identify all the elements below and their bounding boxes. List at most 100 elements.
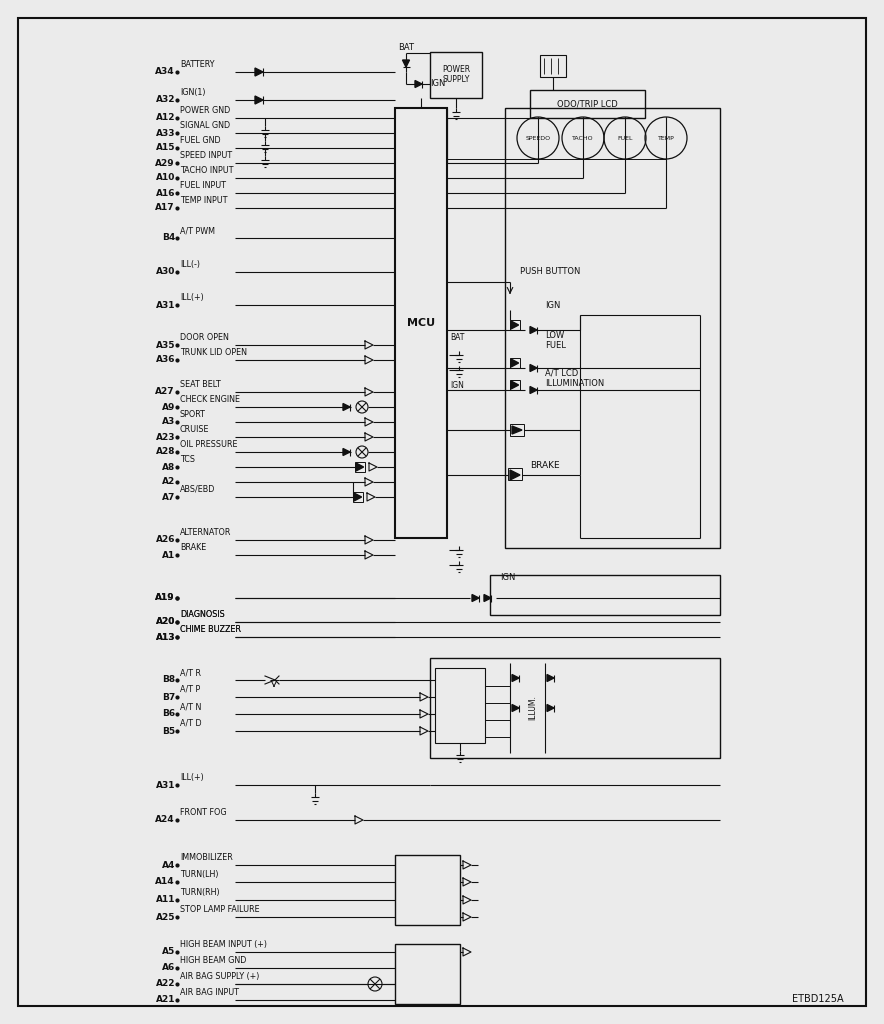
Text: IGN: IGN	[545, 300, 560, 309]
Polygon shape	[484, 595, 491, 601]
Text: TRUNK LID OPEN: TRUNK LID OPEN	[180, 348, 247, 357]
Text: MCU: MCU	[407, 318, 435, 328]
Text: B8: B8	[162, 676, 175, 684]
Text: TACHO INPUT: TACHO INPUT	[180, 166, 233, 175]
Text: A32: A32	[156, 95, 175, 104]
Text: A30: A30	[156, 267, 175, 276]
Polygon shape	[343, 449, 350, 456]
Text: ILL(-): ILL(-)	[180, 260, 200, 269]
Text: ETBD125A: ETBD125A	[792, 994, 844, 1004]
Text: DIAGNOSIS: DIAGNOSIS	[180, 610, 225, 618]
Text: A/T D: A/T D	[180, 719, 202, 728]
Polygon shape	[510, 470, 520, 480]
Text: A13: A13	[156, 633, 175, 641]
Polygon shape	[530, 386, 537, 393]
Bar	[395, 855, 460, 925]
Text: BAT: BAT	[450, 334, 464, 342]
Text: BRAKE: BRAKE	[530, 461, 560, 469]
Text: TURN(RH): TURN(RH)	[180, 888, 219, 897]
Polygon shape	[512, 705, 519, 712]
Bar	[395, 108, 447, 538]
Text: A2: A2	[162, 477, 175, 486]
Text: CHIME BUZZER: CHIME BUZZER	[180, 625, 241, 634]
Text: B4: B4	[162, 233, 175, 243]
Bar	[510, 380, 520, 390]
Text: LOW: LOW	[545, 331, 564, 340]
Text: HIGH BEAM INPUT (+): HIGH BEAM INPUT (+)	[180, 940, 267, 949]
Text: A4: A4	[162, 860, 175, 869]
Polygon shape	[511, 359, 519, 367]
Text: B7: B7	[162, 692, 175, 701]
Text: A13: A13	[156, 633, 175, 641]
Text: ILLUMINATION: ILLUMINATION	[545, 380, 605, 388]
Text: A33: A33	[156, 128, 175, 137]
Text: A23: A23	[156, 432, 175, 441]
Polygon shape	[255, 68, 263, 76]
Text: A21: A21	[156, 995, 175, 1005]
Text: HIGH BEAM GND: HIGH BEAM GND	[180, 956, 247, 965]
Text: FUEL GND: FUEL GND	[180, 136, 221, 145]
Text: FUEL: FUEL	[545, 341, 566, 350]
Text: ILL(+): ILL(+)	[180, 773, 203, 782]
Text: SPORT: SPORT	[180, 410, 206, 419]
Text: SPEED INPUT: SPEED INPUT	[180, 151, 232, 160]
Text: SEAT BELT: SEAT BELT	[180, 380, 221, 389]
Text: FUEL: FUEL	[617, 135, 633, 140]
Text: B6: B6	[162, 710, 175, 719]
Text: DOOR OPEN: DOOR OPEN	[180, 333, 229, 342]
Text: AIR BAG SUPPLY (+): AIR BAG SUPPLY (+)	[180, 972, 259, 981]
Polygon shape	[402, 60, 409, 67]
Text: DIAGNOSIS: DIAGNOSIS	[180, 610, 225, 618]
Text: IGN: IGN	[500, 573, 515, 583]
Polygon shape	[255, 96, 263, 104]
Text: A11: A11	[156, 896, 175, 904]
Text: CHIME BUZZER: CHIME BUZZER	[180, 625, 241, 634]
Text: TEMP: TEMP	[658, 135, 674, 140]
Text: A8: A8	[162, 463, 175, 471]
Text: BAT: BAT	[398, 43, 414, 51]
Text: A/T LCD: A/T LCD	[545, 369, 578, 378]
Text: A9: A9	[162, 402, 175, 412]
Text: ODO/TRIP LCD: ODO/TRIP LCD	[557, 99, 618, 109]
Bar	[510, 358, 520, 368]
Text: A19: A19	[156, 594, 175, 602]
Text: IGN: IGN	[450, 381, 464, 389]
Bar	[353, 493, 362, 502]
Text: B5: B5	[162, 726, 175, 735]
Text: A28: A28	[156, 447, 175, 457]
Text: POWER: POWER	[442, 66, 470, 75]
Text: A19: A19	[156, 594, 175, 602]
Polygon shape	[472, 595, 479, 601]
Bar	[530, 90, 645, 118]
Text: A12: A12	[156, 114, 175, 123]
Text: FRONT FOG: FRONT FOG	[180, 808, 226, 817]
Bar	[510, 321, 520, 330]
Polygon shape	[512, 675, 519, 682]
Text: SPEEDO: SPEEDO	[525, 135, 551, 140]
Text: POWER GND: POWER GND	[180, 106, 230, 115]
Text: OIL PRESSURE: OIL PRESSURE	[180, 440, 238, 449]
Polygon shape	[530, 327, 537, 334]
Text: BRAKE: BRAKE	[180, 543, 206, 552]
Text: A/T N: A/T N	[180, 702, 202, 711]
Text: A25: A25	[156, 912, 175, 922]
Text: A14: A14	[156, 878, 175, 887]
Bar	[540, 55, 566, 77]
Text: A35: A35	[156, 341, 175, 349]
Text: CHECK ENGINE: CHECK ENGINE	[180, 395, 240, 404]
Bar	[510, 424, 524, 436]
Polygon shape	[547, 705, 554, 712]
Text: A/T PWM: A/T PWM	[180, 226, 215, 234]
Text: AIR BAG INPUT: AIR BAG INPUT	[180, 988, 239, 997]
Polygon shape	[343, 403, 350, 411]
Text: IGN: IGN	[430, 80, 446, 88]
Polygon shape	[511, 381, 519, 389]
Polygon shape	[547, 675, 554, 682]
Text: TCS: TCS	[180, 455, 195, 464]
Text: A24: A24	[156, 815, 175, 824]
Text: A26: A26	[156, 536, 175, 545]
Bar	[355, 462, 364, 472]
Text: A/T P: A/T P	[180, 685, 201, 694]
Bar	[505, 108, 720, 548]
Text: A29: A29	[156, 159, 175, 168]
